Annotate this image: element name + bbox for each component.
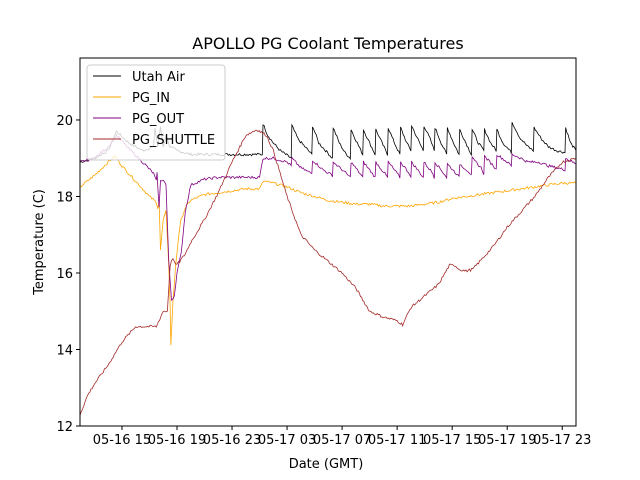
x-tick-label: 05-17 03	[258, 433, 316, 448]
legend-label: PG_OUT	[132, 112, 184, 127]
y-tick-label: 18	[56, 190, 73, 205]
y-tick-label: 12	[56, 420, 73, 435]
x-tick-label: 05-17 23	[533, 433, 591, 448]
series-line-pg-out	[80, 133, 576, 301]
legend-label: PG_IN	[132, 91, 170, 106]
y-tick-label: 14	[56, 343, 73, 358]
legend-item: PG_IN	[93, 91, 170, 106]
series-line-pg-shuttle	[80, 129, 576, 416]
y-axis: 12 14 16 18 20	[56, 114, 80, 435]
y-tick-label: 20	[56, 114, 73, 129]
legend-label: PG_SHUTTLE	[132, 133, 215, 148]
x-tick-label: 05-17 15	[423, 433, 481, 448]
legend-item: PG_SHUTTLE	[93, 133, 215, 148]
x-tick-label: 05-16 23	[203, 433, 261, 448]
legend: Utah Air PG_IN PG_OUT PG_SHUTTLE	[86, 64, 226, 161]
legend-item: Utah Air	[93, 70, 185, 85]
legend-box	[86, 64, 226, 161]
x-tick-label: 05-17 19	[478, 433, 536, 448]
series-line-pg-in	[80, 154, 576, 346]
x-tick-label: 05-16 19	[148, 433, 206, 448]
legend-item: PG_OUT	[93, 112, 184, 127]
x-tick-label: 05-16 15	[93, 433, 151, 448]
x-axis-label: Date (GMT)	[289, 457, 364, 472]
plot-frame	[79, 57, 577, 427]
legend-label: Utah Air	[132, 70, 185, 85]
x-tick-label: 05-17 07	[313, 433, 371, 448]
chart-title: APOLLO PG Coolant Temperatures	[192, 34, 463, 53]
y-tick-label: 16	[56, 267, 73, 282]
x-tick-label: 05-17 11	[368, 433, 426, 448]
y-axis-label: Temperature (C)	[32, 189, 47, 296]
